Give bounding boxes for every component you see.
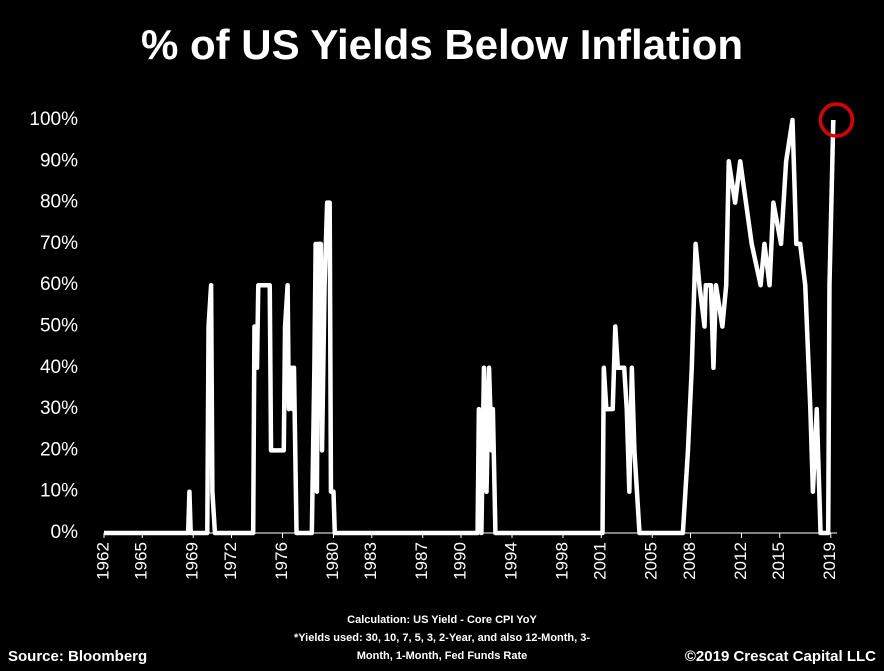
note: Calculation: US Yield - Core CPI YoY — [347, 614, 537, 626]
x-tick-label: 1969 — [183, 542, 202, 580]
x-tick-label: 1962 — [93, 542, 112, 580]
highlight-circle — [818, 102, 855, 138]
y-tick-label: 30% — [40, 398, 78, 419]
y-tick-label: 20% — [40, 439, 78, 460]
y-tick-label: 80% — [40, 192, 78, 213]
x-tick-label: 1980 — [323, 542, 342, 580]
y-tick-label: 0% — [51, 522, 79, 543]
x-tick-label: 2001 — [591, 542, 610, 580]
x-tick-label: 2008 — [680, 542, 699, 580]
note: *Yields used: 30, 10, 7, 5, 3, 2-Year, a… — [294, 632, 590, 644]
x-tick-label: 1976 — [272, 542, 291, 580]
y-tick-label: 40% — [40, 357, 78, 378]
x-tick-label: 1965 — [132, 542, 151, 580]
data-line — [104, 117, 836, 536]
x-tick-label: 2012 — [731, 542, 750, 580]
y-tick-label: 100% — [29, 109, 78, 130]
x-tick-label: 2005 — [642, 542, 661, 580]
source: Source: Bloomberg — [8, 648, 147, 665]
y-tick-label: 10% — [40, 481, 78, 502]
y-tick-label: 90% — [40, 150, 78, 171]
note: Month, 1-Month, Fed Funds Rate — [357, 650, 527, 662]
x-tick-label: 2015 — [769, 542, 788, 580]
y-tick-label: 70% — [40, 233, 78, 254]
x-tick-label: 1998 — [552, 542, 571, 580]
copyright: ©2019 Crescat Capital LLC — [685, 648, 876, 665]
x-tick-label: 1983 — [361, 542, 380, 580]
x-tick-label: 1987 — [412, 542, 431, 580]
y-tick-label: 60% — [40, 274, 78, 295]
x-tick-label: 2019 — [820, 542, 839, 580]
x-tick-label: 1990 — [450, 542, 469, 580]
y-tick-label: 50% — [40, 316, 78, 337]
chart-title: % of US Yields Below Inflation — [141, 21, 743, 68]
x-tick-label: 1994 — [501, 542, 520, 580]
x-tick-label: 1972 — [221, 542, 240, 580]
